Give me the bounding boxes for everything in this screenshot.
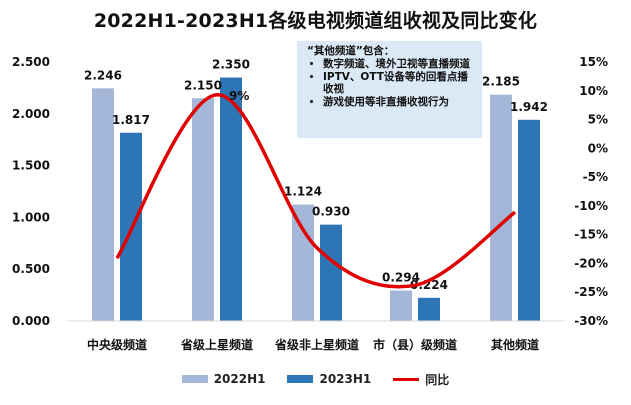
bar-value-label: 2.246 — [84, 68, 122, 82]
right-axis-tick: -10% — [574, 199, 608, 213]
bar-value-label: 1.817 — [112, 113, 150, 127]
bar-value-label: 1.124 — [284, 185, 322, 199]
note-list: 数字频道、境外卫视等直播频道 IPTV、OTT设备等的回看点播收视 游戏使用等非… — [307, 58, 476, 108]
right-axis-tick: 10% — [579, 84, 608, 98]
bar-2022H1 — [192, 98, 214, 321]
right-axis-tick: -5% — [583, 170, 608, 184]
legend: 2022H1 2023H1 同比 — [0, 370, 631, 388]
bar-value-label: 0.294 — [382, 271, 420, 285]
bar-labels: 2.246 2.150 1.124 0.294 2.185 1.817 2.350 0.930… — [84, 58, 548, 292]
bar-2023H1 — [518, 119, 540, 321]
bars — [92, 77, 540, 322]
bar-2022H1 — [292, 204, 314, 321]
bar-value-label: 0.930 — [312, 205, 350, 219]
bar-value-label: 2.185 — [482, 75, 520, 89]
right-axis-tick: 15% — [579, 55, 608, 69]
note-item: 游戏使用等非直播收视行为 — [323, 96, 476, 108]
yoy-line — [115, 93, 517, 289]
bar-2023H1 — [418, 297, 440, 321]
legend-item-2022: 2022H1 — [181, 372, 266, 386]
right-axis-tick: 0% — [588, 141, 608, 155]
note-box: “其他频道”包含： 数字频道、境外卫视等直播频道 IPTV、OTT设备等的回看点… — [297, 41, 482, 138]
note-item: 数字频道、境外卫视等直播频道 — [323, 58, 476, 70]
bar-value-label: 0.224 — [410, 278, 448, 292]
left-axis: 0.000 0.500 1.000 1.500 2.000 2.500 — [12, 55, 50, 328]
note-item: IPTV、OTT设备等的回看点播收视 — [323, 71, 476, 95]
right-axis-tick: -30% — [574, 314, 608, 328]
legend-swatch-2023 — [287, 375, 314, 383]
right-axis-tick: -25% — [574, 285, 608, 299]
left-axis-tick: 1.500 — [12, 159, 50, 173]
legend-item-2023: 2023H1 — [287, 372, 371, 386]
legend-item-yoy: 同比 — [393, 371, 449, 388]
category-labels: 中央级频道 省级上星频道 省级非上星频道 市（县）级频道 其他频道 — [87, 337, 539, 352]
left-axis-tick: 1.000 — [12, 210, 50, 224]
left-axis-tick: 0.000 — [12, 314, 50, 328]
bar-value-label: 2.150 — [184, 78, 222, 92]
note-heading: “其他频道”包含： — [307, 45, 395, 57]
left-axis-tick: 2.000 — [12, 107, 50, 121]
right-axis-tick: 5% — [588, 113, 608, 127]
legend-label: 2023H1 — [319, 372, 372, 386]
category-label: 中央级频道 — [87, 337, 147, 352]
bar-2022H1 — [92, 88, 114, 322]
left-axis-tick: 0.500 — [12, 262, 50, 276]
bar-2022H1 — [390, 290, 412, 321]
right-axis: -30% -25% -20% -15% -10% -5% 0% 5% 10% 15% — [574, 55, 608, 328]
right-axis-tick: -15% — [574, 228, 608, 242]
category-label: 省级非上星频道 — [274, 337, 359, 352]
category-label: 市（县）级频道 — [373, 337, 457, 352]
bar-value-label: 2.350 — [212, 58, 250, 72]
chart-title: 2022H1-2023H1各级电视频道组收视及同比变化 — [93, 10, 538, 32]
yoy-annotation: 9% — [229, 89, 249, 103]
category-label: 其他频道 — [491, 337, 539, 352]
category-label: 省级上星频道 — [180, 337, 253, 352]
legend-label: 同比 — [425, 372, 450, 387]
bar-2022H1 — [490, 94, 512, 321]
bar-2023H1 — [220, 77, 242, 321]
legend-swatch-2022 — [181, 375, 208, 383]
right-axis-tick: -20% — [574, 256, 608, 270]
bar-value-label: 1.942 — [510, 100, 548, 114]
legend-label: 2022H1 — [213, 372, 266, 386]
left-axis-tick: 2.500 — [12, 55, 50, 69]
legend-swatch-yoy — [393, 377, 420, 381]
bar-2023H1 — [320, 224, 342, 321]
